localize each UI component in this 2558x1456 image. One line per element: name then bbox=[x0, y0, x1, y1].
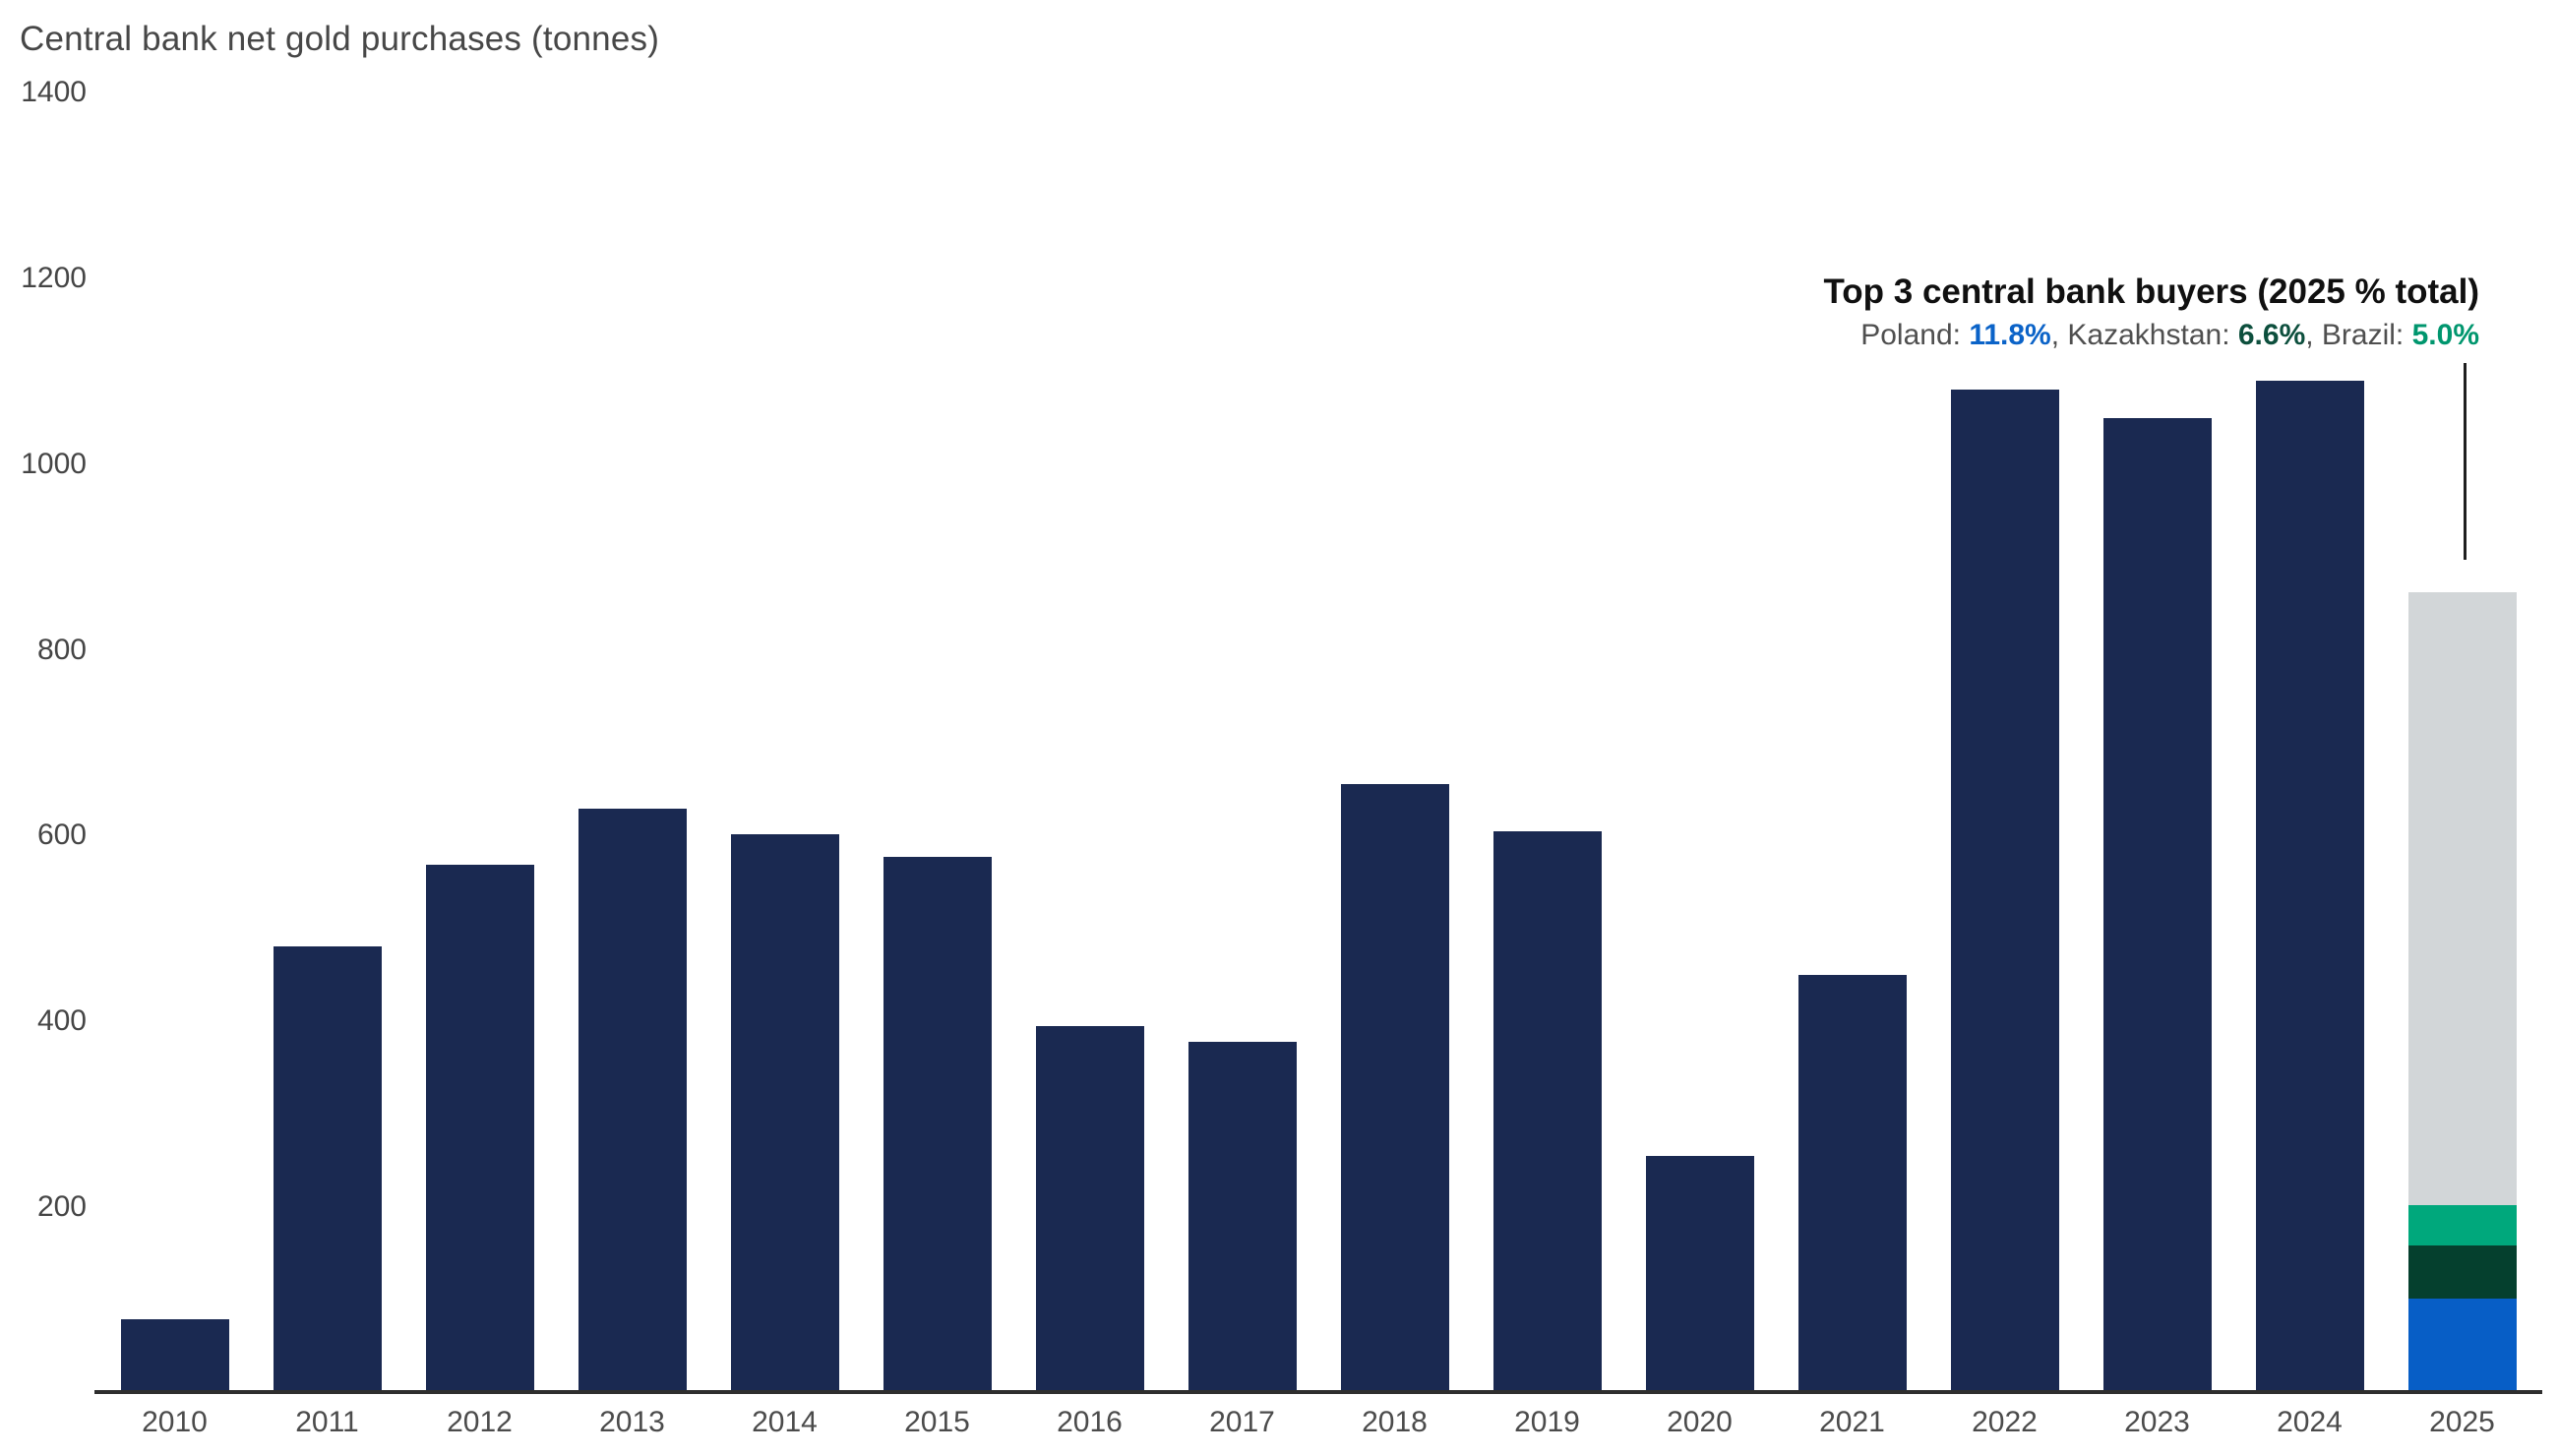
buyer-label-1: Kazakhstan: bbox=[2067, 319, 2238, 351]
bar-2021 bbox=[1797, 975, 1907, 1393]
bar-2019 bbox=[1492, 830, 1602, 1393]
x-label-2015: 2015 bbox=[904, 1406, 970, 1438]
bar-2022 bbox=[1950, 390, 2059, 1393]
bar-2013 bbox=[578, 809, 687, 1393]
annotation-title: Top 3 central bank buyers (2025 % total) bbox=[1823, 273, 2480, 311]
annotation-top3-buyers: Top 3 central bank buyers (2025 % total)… bbox=[1824, 272, 2480, 354]
x-axis-line bbox=[94, 1390, 2542, 1394]
bar-2025-segment-brazil bbox=[2407, 1205, 2517, 1245]
bar-2025-segment-poland bbox=[2407, 1298, 2517, 1393]
bar-2025-segment-other-buyers bbox=[2407, 592, 2517, 1206]
x-label-2020: 2020 bbox=[1667, 1406, 1733, 1438]
y-tick-1200: 1200 bbox=[21, 261, 87, 294]
x-label-2014: 2014 bbox=[752, 1406, 818, 1438]
bar-2012 bbox=[425, 864, 534, 1393]
chart-title: Central bank net gold purchases (tonnes) bbox=[20, 20, 660, 58]
annotation-callout-line bbox=[2464, 363, 2467, 560]
x-label-2018: 2018 bbox=[1362, 1406, 1428, 1438]
buyer-value-0: 11.8% bbox=[1969, 319, 2051, 351]
bar-2018 bbox=[1340, 783, 1449, 1393]
bar-2014 bbox=[730, 834, 839, 1393]
y-tick-600: 600 bbox=[36, 819, 87, 852]
bar-2017 bbox=[1188, 1042, 1297, 1393]
x-label-2021: 2021 bbox=[1819, 1406, 1885, 1438]
y-tick-1400: 1400 bbox=[21, 76, 87, 108]
buyer-label-2: Brazil: bbox=[2321, 319, 2412, 351]
buyer-label-0: Poland: bbox=[1860, 319, 1970, 351]
bar-2015 bbox=[883, 857, 992, 1393]
x-label-2023: 2023 bbox=[2124, 1406, 2190, 1438]
annotation-subtitle: Poland: 11.8%, Kazakhstan: 6.6%, Brazil:… bbox=[1824, 317, 2479, 354]
x-label-2025: 2025 bbox=[2429, 1406, 2495, 1438]
y-tick-200: 200 bbox=[36, 1190, 87, 1224]
x-label-2024: 2024 bbox=[2277, 1406, 2343, 1438]
buyer-value-1: 6.6% bbox=[2237, 319, 2306, 351]
buyer-separator-0: , bbox=[2050, 319, 2068, 351]
x-label-2022: 2022 bbox=[1972, 1406, 2038, 1438]
x-label-2017: 2017 bbox=[1209, 1406, 1275, 1438]
buyer-separator-1: , bbox=[2305, 319, 2322, 351]
bar-2024 bbox=[2255, 380, 2364, 1393]
x-label-2011: 2011 bbox=[295, 1406, 359, 1438]
x-label-2010: 2010 bbox=[142, 1406, 208, 1438]
bar-2016 bbox=[1035, 1026, 1144, 1393]
y-tick-1000: 1000 bbox=[21, 447, 87, 480]
bar-2023 bbox=[2102, 417, 2212, 1393]
x-label-2019: 2019 bbox=[1514, 1406, 1580, 1438]
x-label-2016: 2016 bbox=[1057, 1406, 1123, 1438]
buyer-value-2: 5.0% bbox=[2411, 319, 2479, 351]
x-label-2012: 2012 bbox=[447, 1406, 513, 1438]
y-tick-800: 800 bbox=[36, 633, 87, 666]
bar-2025-segment-kazakhstan bbox=[2407, 1244, 2517, 1299]
bar-2011 bbox=[273, 945, 382, 1393]
y-tick-400: 400 bbox=[36, 1004, 87, 1038]
bar-2010 bbox=[120, 1319, 229, 1393]
x-label-2013: 2013 bbox=[599, 1406, 665, 1438]
bar-2020 bbox=[1645, 1156, 1754, 1393]
